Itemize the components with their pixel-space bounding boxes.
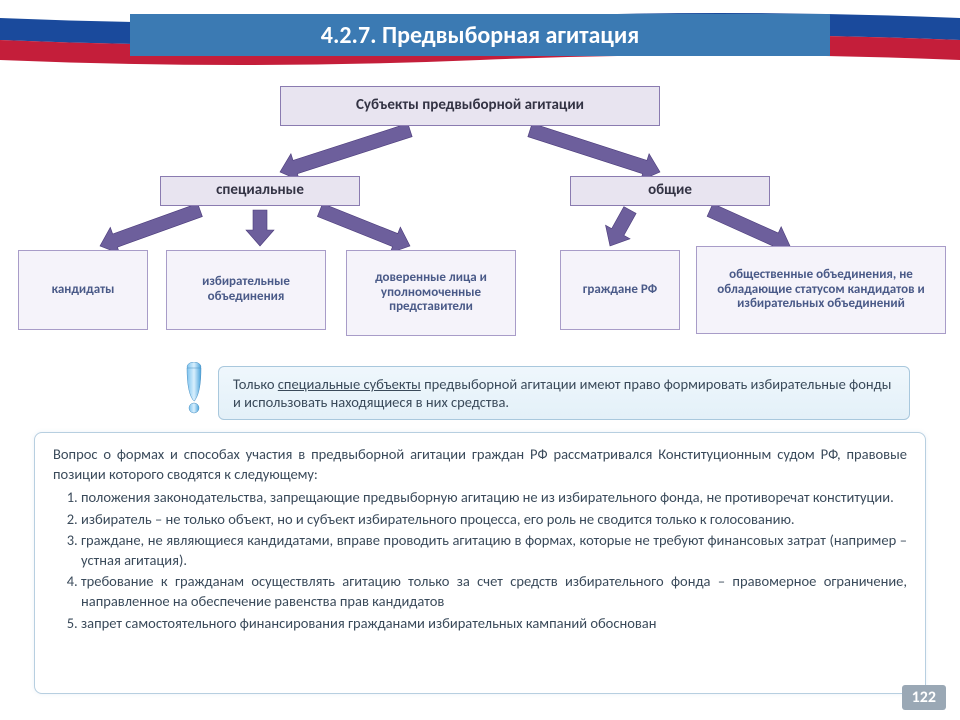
main-text-box: Вопрос о формах и способах участия в пре…	[34, 432, 926, 694]
arrow-icon	[707, 204, 790, 253]
diagram-root: Субъекты предвыборной агитации	[280, 86, 660, 126]
diagram-mid-0: специальные	[160, 176, 360, 206]
page-title: 4.2.7. Предвыборная агитация	[321, 21, 639, 50]
hierarchy-diagram: Субъекты предвыборной агитации специальны…	[0, 80, 960, 360]
arrow-icon	[528, 123, 660, 180]
arrow-icon	[317, 204, 410, 254]
diagram-leaf-0: кандидаты	[18, 250, 148, 330]
diagram-leaf-2: доверенные лица и уполномоченные предста…	[346, 250, 516, 336]
page-number: 122	[902, 685, 946, 710]
note-box: Только специальные субъекты предвыборной…	[218, 366, 910, 420]
main-list: положения законодательства, запрещающие …	[53, 488, 907, 633]
list-item: требование к гражданам осуществлять агит…	[81, 572, 907, 611]
diagram-leaf-4: общественные объединения, не обладающие …	[696, 246, 946, 334]
list-item: запрет самостоятельного финансирования г…	[81, 614, 907, 634]
list-item: граждане, не являющиеся кандидатами, впр…	[81, 531, 907, 570]
list-item: избиратель – не только объект, но и субъ…	[81, 510, 907, 530]
diagram-leaf-1: избирательные объединения	[166, 250, 326, 330]
arrow-icon	[246, 210, 274, 246]
arrow-icon	[280, 123, 412, 180]
arrow-icon	[100, 203, 202, 253]
page-title-bar: 4.2.7. Предвыборная агитация	[130, 14, 830, 56]
note-underline: специальные субъекты	[278, 375, 421, 393]
main-intro: Вопрос о формах и способах участия в пре…	[53, 445, 907, 484]
diagram-leaf-3: граждане РФ	[560, 250, 680, 330]
note-prefix: Только	[233, 375, 278, 393]
arrow-icon	[606, 207, 637, 246]
diagram-mid-1: общие	[570, 176, 770, 206]
exclamation-icon	[180, 362, 208, 414]
list-item: положения законодательства, запрещающие …	[81, 488, 907, 508]
